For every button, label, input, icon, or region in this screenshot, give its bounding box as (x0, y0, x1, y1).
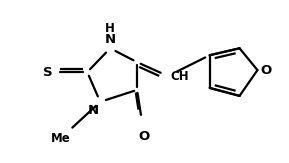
Text: Me: Me (51, 132, 70, 145)
Text: H: H (105, 22, 115, 35)
Text: CH: CH (170, 70, 188, 82)
Text: O: O (260, 64, 272, 77)
Text: N: N (105, 33, 116, 46)
Text: S: S (43, 66, 52, 79)
Text: N: N (88, 104, 99, 117)
Text: O: O (138, 130, 150, 143)
